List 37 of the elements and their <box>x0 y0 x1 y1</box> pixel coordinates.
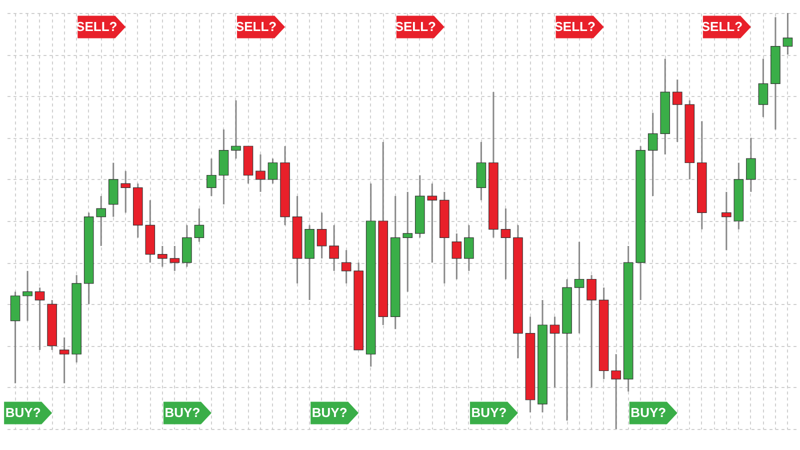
candlestick <box>22 270 32 322</box>
candlestick <box>316 212 327 260</box>
candlestick <box>231 100 241 160</box>
candlestick <box>611 353 621 430</box>
candlestick <box>464 224 474 272</box>
candlestick <box>550 316 560 388</box>
annotation: BUY? <box>164 405 200 420</box>
annotation: BUY? <box>5 405 41 420</box>
candlestick <box>500 208 511 280</box>
annotation: BUY? <box>630 405 666 420</box>
candlestick <box>170 245 180 272</box>
candlestick <box>341 249 352 284</box>
candlestick <box>586 274 596 388</box>
candlestick <box>574 241 584 334</box>
candlestick <box>206 158 216 197</box>
candlestick <box>722 191 732 251</box>
candlestick <box>427 182 438 264</box>
candlestick <box>194 208 204 243</box>
annotation: BUY? <box>312 405 348 420</box>
candlestick <box>758 58 768 118</box>
annotation: BUY? <box>471 405 507 420</box>
candlestick <box>329 224 339 272</box>
candlestick <box>782 12 793 56</box>
candlestick <box>256 154 266 193</box>
candlestick <box>34 286 45 351</box>
candlestick <box>452 232 462 280</box>
candlestick <box>59 336 70 384</box>
candlestick <box>746 137 756 193</box>
candlestick <box>158 245 168 268</box>
candlestick <box>120 170 131 214</box>
candlestick <box>96 195 106 247</box>
candlestick <box>648 112 658 197</box>
candlestick <box>672 78 682 143</box>
candlestick <box>402 191 413 292</box>
annotation: SELL? <box>76 19 118 34</box>
candlestick <box>268 158 278 184</box>
annotation: SELL? <box>235 19 277 34</box>
